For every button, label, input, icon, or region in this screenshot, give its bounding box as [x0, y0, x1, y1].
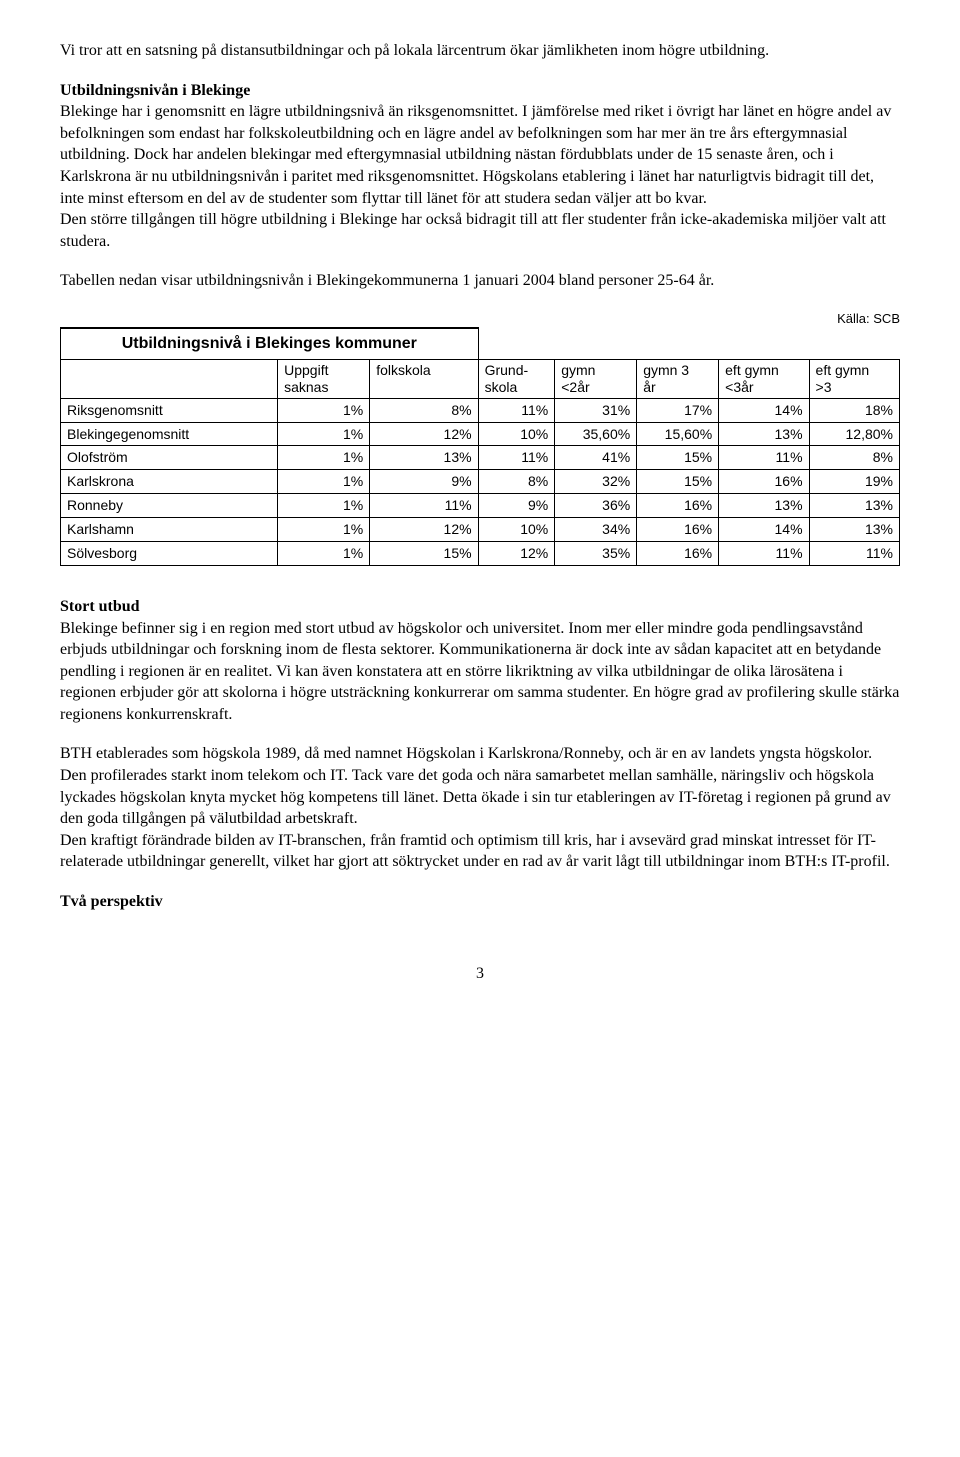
- row-cell: 11%: [478, 446, 555, 470]
- table-row: Olofström1%13%11%41%15%11%8%: [61, 446, 900, 470]
- col-header-eftgymn3: eft gymn<3år: [719, 360, 809, 399]
- paragraph-intro: Vi tror att en satsning på distansutbild…: [60, 40, 900, 62]
- heading-stort-utbud: Stort utbud: [60, 596, 900, 618]
- row-cell: 32%: [555, 470, 637, 494]
- row-cell: 1%: [278, 446, 370, 470]
- row-cell: 8%: [370, 398, 478, 422]
- row-cell: 35,60%: [555, 422, 637, 446]
- row-cell: 34%: [555, 518, 637, 542]
- heading-utbildningsnivan: Utbildningsnivån i Blekinge: [60, 80, 900, 102]
- table-row: Riksgenomsnitt1%8%11%31%17%14%18%: [61, 398, 900, 422]
- paragraph-6: BTH etablerades som högskola 1989, då me…: [60, 743, 900, 829]
- education-level-table: Utbildningsnivå i Blekinges kommuner Upp…: [60, 327, 900, 565]
- row-cell: 15%: [370, 542, 478, 566]
- paragraph-2: Blekinge har i genomsnitt en lägre utbil…: [60, 101, 900, 209]
- row-cell: 13%: [809, 494, 899, 518]
- table-title: Utbildningsnivå i Blekinges kommuner: [61, 328, 479, 359]
- row-cell: 10%: [478, 422, 555, 446]
- row-cell: 12%: [370, 518, 478, 542]
- row-label: Sölvesborg: [61, 542, 278, 566]
- col-header-gymn3: gymn 3år: [637, 360, 719, 399]
- paragraph-7: Den kraftigt förändrade bilden av IT-bra…: [60, 830, 900, 873]
- row-cell: 11%: [478, 398, 555, 422]
- col-header-uppgift: Uppgiftsaknas: [278, 360, 370, 399]
- row-cell: 31%: [555, 398, 637, 422]
- row-cell: 14%: [719, 518, 809, 542]
- col-header-folkskola: folkskola: [370, 360, 478, 399]
- row-cell: 11%: [719, 542, 809, 566]
- row-label: Ronneby: [61, 494, 278, 518]
- row-cell: 12,80%: [809, 422, 899, 446]
- table-row: Ronneby1%11%9%36%16%13%13%: [61, 494, 900, 518]
- row-cell: 16%: [637, 518, 719, 542]
- col-header-grundskola: Grund-skola: [478, 360, 555, 399]
- row-label: Olofström: [61, 446, 278, 470]
- table-row: Karlshamn1%12%10%34%16%14%13%: [61, 518, 900, 542]
- row-cell: 1%: [278, 422, 370, 446]
- table-row: Blekingegenomsnitt1%12%10%35,60%15,60%13…: [61, 422, 900, 446]
- row-cell: 11%: [809, 542, 899, 566]
- row-cell: 13%: [719, 494, 809, 518]
- row-cell: 13%: [809, 518, 899, 542]
- col-header-gymn2: gymn<2år: [555, 360, 637, 399]
- row-label: Riksgenomsnitt: [61, 398, 278, 422]
- heading-tva-perspektiv: Två perspektiv: [60, 891, 900, 913]
- row-cell: 16%: [719, 470, 809, 494]
- row-cell: 13%: [719, 422, 809, 446]
- row-cell: 8%: [809, 446, 899, 470]
- row-cell: 1%: [278, 518, 370, 542]
- row-cell: 8%: [478, 470, 555, 494]
- row-cell: 9%: [370, 470, 478, 494]
- row-cell: 11%: [719, 446, 809, 470]
- paragraph-5: Blekinge befinner sig i en region med st…: [60, 618, 900, 726]
- table-row: Sölvesborg1%15%12%35%16%11%11%: [61, 542, 900, 566]
- row-label: Karlshamn: [61, 518, 278, 542]
- table-row: Karlskrona1%9%8%32%15%16%19%: [61, 470, 900, 494]
- table-source: Källa: SCB: [60, 310, 900, 328]
- page-number: 3: [60, 963, 900, 985]
- row-cell: 12%: [478, 542, 555, 566]
- col-header-empty: [61, 360, 278, 399]
- row-cell: 1%: [278, 542, 370, 566]
- row-cell: 1%: [278, 470, 370, 494]
- row-cell: 11%: [370, 494, 478, 518]
- row-cell: 14%: [719, 398, 809, 422]
- row-label: Blekingegenomsnitt: [61, 422, 278, 446]
- row-cell: 41%: [555, 446, 637, 470]
- row-cell: 17%: [637, 398, 719, 422]
- col-header-eftgymn3plus: eft gymn>3: [809, 360, 899, 399]
- paragraph-3: Den större tillgången till högre utbildn…: [60, 209, 900, 252]
- row-cell: 10%: [478, 518, 555, 542]
- row-cell: 19%: [809, 470, 899, 494]
- row-cell: 12%: [370, 422, 478, 446]
- row-cell: 13%: [370, 446, 478, 470]
- row-cell: 36%: [555, 494, 637, 518]
- row-cell: 1%: [278, 398, 370, 422]
- row-cell: 9%: [478, 494, 555, 518]
- row-cell: 35%: [555, 542, 637, 566]
- row-cell: 16%: [637, 494, 719, 518]
- table-header-row: Uppgiftsaknas folkskola Grund-skola gymn…: [61, 360, 900, 399]
- row-cell: 15,60%: [637, 422, 719, 446]
- row-label: Karlskrona: [61, 470, 278, 494]
- row-cell: 15%: [637, 470, 719, 494]
- row-cell: 16%: [637, 542, 719, 566]
- row-cell: 1%: [278, 494, 370, 518]
- row-cell: 18%: [809, 398, 899, 422]
- row-cell: 15%: [637, 446, 719, 470]
- paragraph-4: Tabellen nedan visar utbildningsnivån i …: [60, 270, 900, 292]
